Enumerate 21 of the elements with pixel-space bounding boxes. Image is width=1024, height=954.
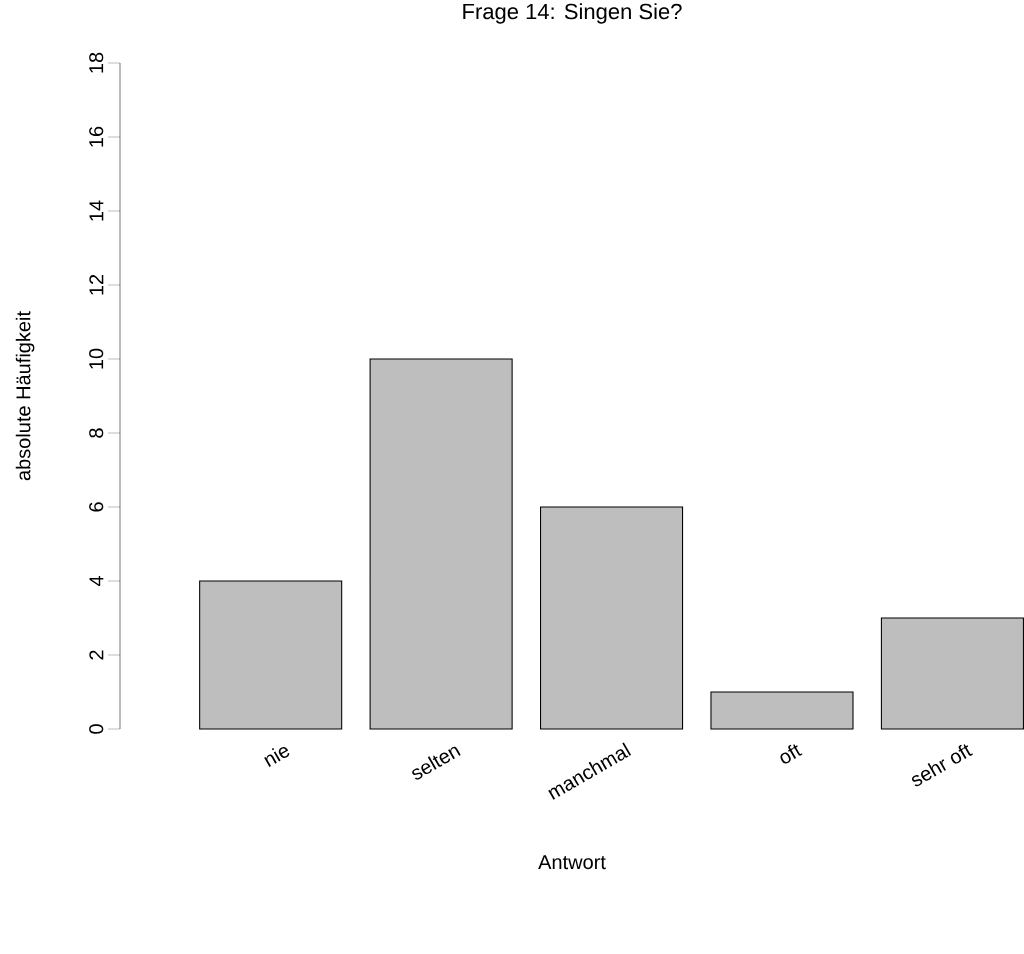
y-tick-label: 0	[89, 724, 104, 734]
bar	[880, 617, 1024, 730]
x-tick-label: sehr oft	[911, 744, 973, 787]
chart-title: Frage 14: Singen Sie?	[463, 3, 682, 24]
bar	[370, 359, 513, 729]
bar	[540, 507, 683, 729]
y-tick-label: 10	[89, 348, 104, 369]
x-tick-label: nie	[264, 747, 290, 767]
y-tick-label: 14	[89, 200, 104, 221]
x-tick-label: oft	[780, 744, 803, 764]
y-tick-label: 8	[89, 428, 104, 438]
y-tick-label: 16	[89, 126, 104, 147]
y-tick-label: 4	[89, 576, 104, 587]
y-tick-label: 18	[89, 52, 104, 73]
y-tick-label: 12	[89, 274, 104, 295]
bar	[710, 692, 853, 729]
y-tick-label: 2	[89, 650, 104, 660]
y-axis-title: absolute Häufigkeit	[15, 311, 35, 481]
bar	[199, 581, 342, 729]
x-axis-title: Antwort	[538, 855, 606, 870]
y-tick-label: 6	[89, 502, 104, 512]
